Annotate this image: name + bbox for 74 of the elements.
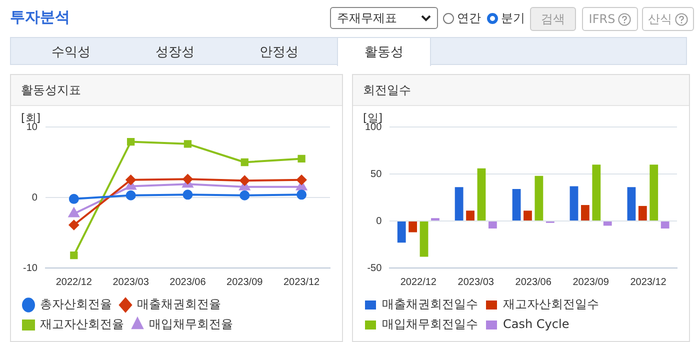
text: 산식	[648, 10, 672, 28]
point	[70, 251, 78, 260]
x-tick-label: 2023/09	[572, 276, 610, 288]
y-tick-label: 0	[32, 192, 38, 204]
text: 검색	[530, 7, 576, 31]
y-tick-label: 10	[26, 122, 38, 133]
y-tick-label: -10	[23, 262, 38, 274]
bar	[534, 176, 544, 220]
bar	[524, 210, 532, 220]
bar	[420, 222, 428, 257]
point	[296, 174, 307, 185]
legend-label: 매출채권회전일수	[382, 297, 478, 312]
text: 주재무제표	[337, 10, 397, 26]
point	[240, 158, 248, 166]
point	[126, 138, 135, 146]
bar	[638, 206, 647, 220]
bar	[627, 187, 636, 220]
point	[184, 140, 192, 148]
point	[240, 190, 250, 200]
bar	[466, 210, 474, 220]
bar	[488, 222, 497, 229]
y-tick-label: 50	[370, 168, 382, 180]
legend-label: 매출채권회전율	[137, 297, 221, 312]
x-tick-label: 2022/12	[400, 276, 437, 288]
chart-title: 활동성지표	[11, 75, 342, 106]
legend-label: 재고자산회전일수	[503, 297, 599, 312]
bar	[660, 222, 670, 229]
chart-title: 회전일수	[353, 75, 689, 106]
point	[182, 190, 193, 200]
text: 수익성	[50, 44, 92, 62]
legend-label: Cash Cycle	[503, 317, 570, 332]
x-tick-label: 2023/09	[226, 276, 264, 288]
point	[68, 194, 79, 204]
legend-label: 재고자산회전율	[40, 317, 124, 332]
point	[126, 174, 136, 185]
bar	[603, 222, 612, 226]
bar	[650, 164, 658, 220]
point	[182, 174, 193, 184]
legend-label: 매입채무회전율	[149, 317, 233, 332]
point	[240, 176, 250, 186]
y-axis-title: [회]	[21, 111, 41, 124]
text: 투자분석	[10, 8, 70, 27]
bar	[408, 222, 418, 232]
bar	[512, 189, 521, 220]
text: 연간	[457, 10, 481, 26]
y-tick-label: 0	[376, 216, 382, 227]
point	[68, 208, 80, 218]
point	[296, 190, 307, 200]
text: 활동성	[337, 37, 431, 66]
text: 안정성	[258, 44, 300, 62]
point	[68, 220, 79, 230]
point	[298, 154, 306, 163]
x-tick-label: 2023/06	[515, 276, 552, 288]
x-tick-label: 2023/12	[283, 276, 320, 288]
point	[126, 190, 136, 200]
text: IFRS	[588, 12, 616, 26]
x-tick-label: 2023/12	[630, 276, 667, 288]
bar	[570, 186, 578, 220]
bar	[397, 222, 406, 243]
bar	[477, 168, 486, 220]
bar	[592, 164, 601, 220]
x-tick-label: 2022/12	[56, 276, 92, 288]
y-axis-title: [일]	[363, 111, 383, 124]
x-tick-label: 2023/06	[170, 276, 206, 288]
y-tick-label: -50	[367, 262, 382, 274]
bar	[454, 187, 464, 220]
x-tick-label: 2023/03	[112, 276, 150, 288]
legend-label: 총자산회전율	[40, 297, 112, 312]
text: 성장성	[154, 44, 196, 62]
x-tick-label: 2023/03	[458, 276, 494, 288]
text: 분기	[501, 10, 525, 26]
bar	[581, 205, 590, 220]
legend-label: 매입채무회전일수	[382, 317, 478, 332]
y-tick-label: 100	[364, 122, 382, 133]
